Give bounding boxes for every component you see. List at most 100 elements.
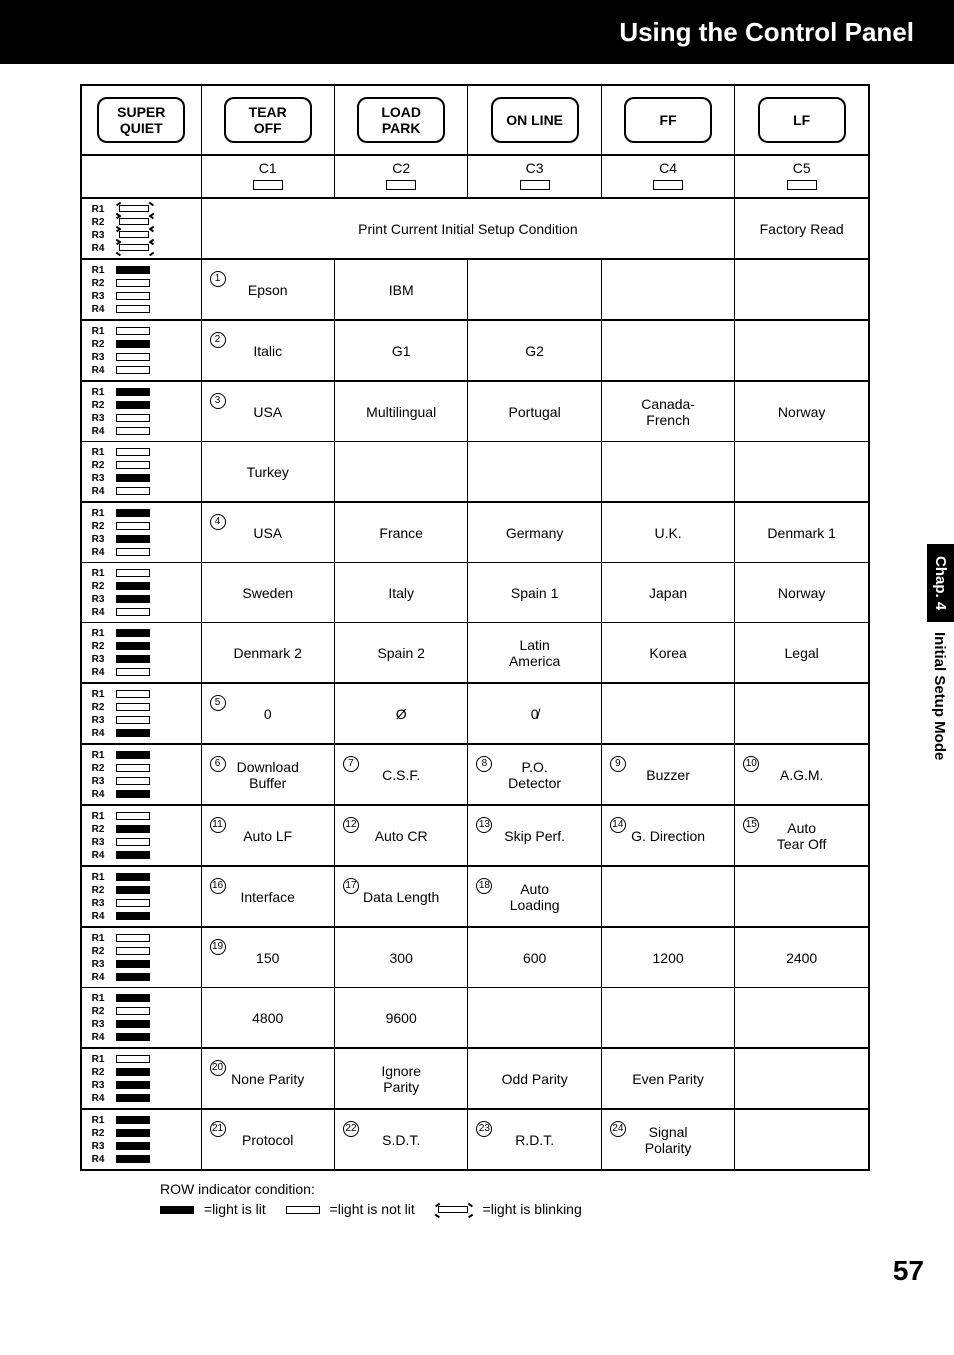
cell-text: AutoLoading xyxy=(510,881,560,913)
page-number: 57 xyxy=(893,1255,924,1287)
setup-cell: 600 xyxy=(468,927,601,988)
setup-cell: Italy xyxy=(334,563,467,623)
keycap-button[interactable]: FF xyxy=(624,97,712,143)
keycap-button[interactable]: SUPERQUIET xyxy=(97,97,185,143)
cell-text: None Parity xyxy=(231,1071,304,1087)
setup-cell xyxy=(735,259,869,320)
notlit-icon xyxy=(286,1206,320,1214)
setup-cell xyxy=(334,442,467,503)
cell-text: IBM xyxy=(389,282,414,298)
button-cell: ON LINE xyxy=(468,85,601,155)
setup-cell: 20None Parity xyxy=(201,1048,334,1109)
factory-read-cell: Factory Read xyxy=(735,198,869,259)
cell-text: G. Direction xyxy=(631,828,705,844)
circled-number: 14 xyxy=(610,817,626,833)
setup-cell: 2Italic xyxy=(201,320,334,381)
cell-text: 600 xyxy=(523,950,546,966)
keycap-button[interactable]: LF xyxy=(758,97,846,143)
cell-text: USA xyxy=(253,525,282,541)
setup-cell xyxy=(735,988,869,1049)
setup-cell: Denmark 1 xyxy=(735,502,869,563)
cell-text: Turkey xyxy=(247,464,289,480)
row-indicator: R1R2R3R4 xyxy=(81,198,201,259)
row-indicator: R1R2R3R4 xyxy=(81,866,201,927)
cell-text: Data Length xyxy=(363,889,439,905)
setup-cell: 300 xyxy=(334,927,467,988)
setup-cell: Even Parity xyxy=(601,1048,734,1109)
circled-number: 17 xyxy=(343,878,359,894)
section-tab: Initial Setup Mode xyxy=(927,622,954,770)
setup-cell xyxy=(468,442,601,503)
setup-cell: 17Data Length xyxy=(334,866,467,927)
setup-cell: LatinAmerica xyxy=(468,623,601,684)
setup-cell: 50 xyxy=(201,683,334,744)
setup-cell: Sweden xyxy=(201,563,334,623)
cell-text: Spain 2 xyxy=(377,645,424,661)
circled-number: 2 xyxy=(210,332,226,348)
setup-cell: G1 xyxy=(334,320,467,381)
row-indicator: R1R2R3R4 xyxy=(81,623,201,684)
side-tabs: Chap. 4 Initial Setup Mode xyxy=(927,544,954,771)
setup-cell xyxy=(735,683,869,744)
setup-cell: 6DownloadBuffer xyxy=(201,744,334,805)
cell-text: Even Parity xyxy=(632,1071,704,1087)
cell-text: Protocol xyxy=(242,1132,293,1148)
cell-text: Multilingual xyxy=(366,404,436,420)
page-body: Chap. 4 Initial Setup Mode SUPERQUIET TEA… xyxy=(0,64,954,1247)
circled-number: 7 xyxy=(343,756,359,772)
setup-cell: 14 G. Direction xyxy=(601,805,734,866)
circled-number: 1 xyxy=(210,271,226,287)
button-cell: TEAROFF xyxy=(201,85,334,155)
cell-text: Norway xyxy=(778,404,825,420)
cell-text: Portugal xyxy=(509,404,561,420)
setup-cell: Germany xyxy=(468,502,601,563)
setup-cell: 19150 xyxy=(201,927,334,988)
keycap-button[interactable]: LOADPARK xyxy=(357,97,445,143)
setup-cell xyxy=(735,1109,869,1170)
setup-cell: 1Epson xyxy=(201,259,334,320)
cell-text: Ø xyxy=(396,706,407,722)
setup-cell xyxy=(601,866,734,927)
button-cell: LF xyxy=(735,85,869,155)
setup-cell xyxy=(601,442,734,503)
row-indicator: R1R2R3R4 xyxy=(81,381,201,442)
setup-cell xyxy=(468,988,601,1049)
setup-cell: Spain 2 xyxy=(334,623,467,684)
cell-text: Auto CR xyxy=(375,828,428,844)
row-indicator: R1R2R3R4 xyxy=(81,683,201,744)
setup-cell: Spain 1 xyxy=(468,563,601,623)
row-indicator: R1R2R3R4 xyxy=(81,442,201,503)
cell-text: U.K. xyxy=(654,525,681,541)
circled-number: 5 xyxy=(210,695,226,711)
setup-cell: Japan xyxy=(601,563,734,623)
setup-cell: U.K. xyxy=(601,502,734,563)
setup-cell: 2400 xyxy=(735,927,869,988)
column-header: C2 xyxy=(334,155,467,198)
cell-text: 1200 xyxy=(653,950,684,966)
setup-cell: 11Auto LF xyxy=(201,805,334,866)
setup-cell xyxy=(601,320,734,381)
setup-cell xyxy=(735,320,869,381)
row-indicator: R1R2R3R4 xyxy=(81,502,201,563)
button-cell: SUPERQUIET xyxy=(81,85,201,155)
cell-text: 0̸ xyxy=(531,706,539,722)
setup-cell: 8P.O.Detector xyxy=(468,744,601,805)
cell-text: France xyxy=(379,525,423,541)
circled-number: 11 xyxy=(210,817,226,833)
row-indicator: R1R2R3R4 xyxy=(81,259,201,320)
legend-blink: =light is blinking xyxy=(483,1201,582,1217)
column-header: C3 xyxy=(468,155,601,198)
empty-cell xyxy=(81,155,201,198)
legend-lit: =light is lit xyxy=(204,1201,266,1217)
cell-text: USA xyxy=(253,404,282,420)
column-header: C5 xyxy=(735,155,869,198)
row-indicator: R1R2R3R4 xyxy=(81,563,201,623)
cell-text: Germany xyxy=(506,525,564,541)
setup-cell: 9Buzzer xyxy=(601,744,734,805)
keycap-button[interactable]: ON LINE xyxy=(491,97,579,143)
setup-cell: 21Protocol xyxy=(201,1109,334,1170)
cell-text: 150 xyxy=(256,950,279,966)
setup-cell xyxy=(735,866,869,927)
setup-cell: Portugal xyxy=(468,381,601,442)
keycap-button[interactable]: TEAROFF xyxy=(224,97,312,143)
